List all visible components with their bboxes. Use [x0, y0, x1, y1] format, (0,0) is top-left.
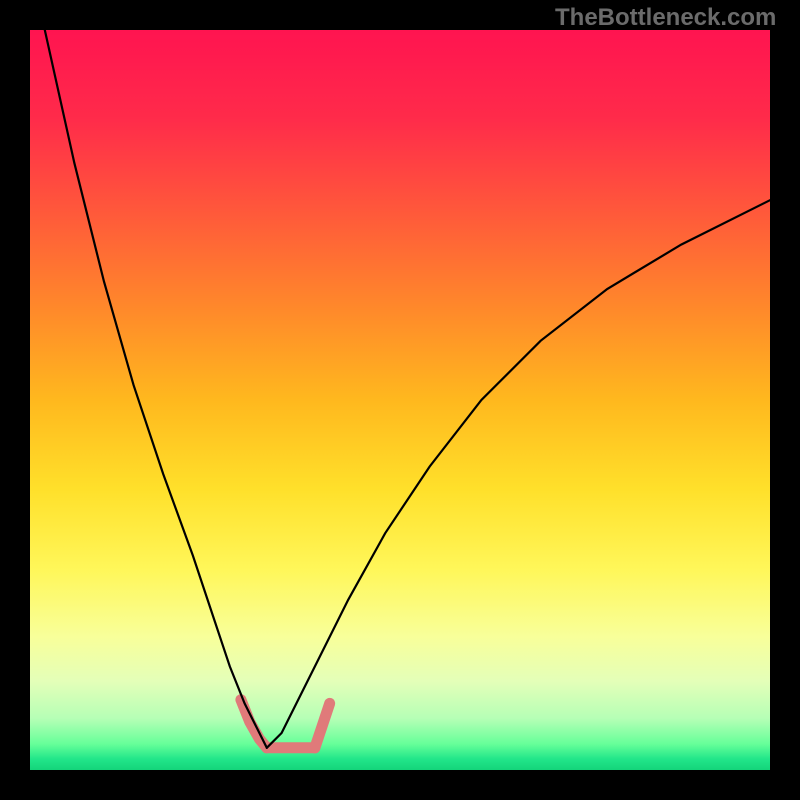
gradient-background: [30, 30, 770, 770]
plot-area: [30, 30, 770, 770]
watermark-text: TheBottleneck.com: [555, 4, 776, 32]
chart-svg: [30, 30, 770, 770]
